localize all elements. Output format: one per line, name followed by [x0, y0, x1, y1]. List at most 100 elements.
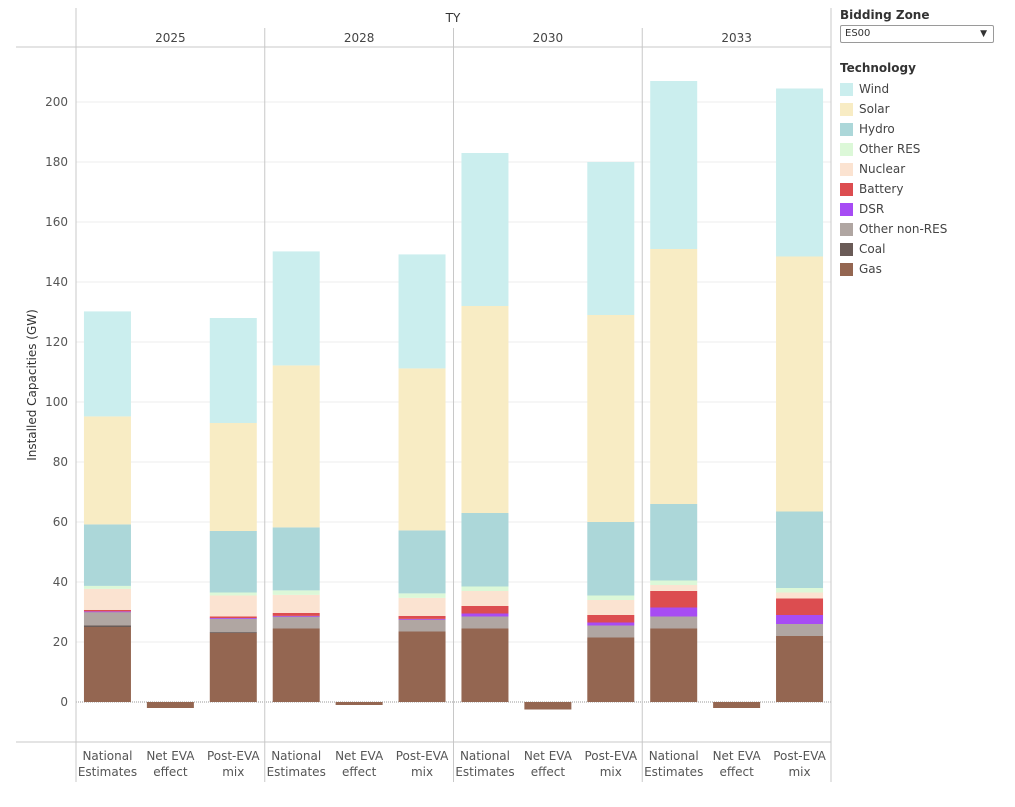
bar-nuclear-2025-post-eva-mix	[209, 595, 257, 617]
x-category-label: mix	[222, 765, 244, 779]
y-tick-label: 80	[53, 455, 68, 469]
legend-item-wind[interactable]: Wind	[840, 79, 1010, 99]
y-tick-label: 120	[45, 335, 68, 349]
bar-gas-2030-national-estimates	[461, 628, 509, 702]
bar-dsr-2025-post-eva-mix	[209, 618, 257, 619]
bar-nuclear-2028-post-eva-mix	[398, 597, 446, 616]
bar-other-res-2030-post-eva-mix	[587, 595, 635, 600]
bar-solar-2030-post-eva-mix	[587, 315, 635, 522]
legend-item-hydro[interactable]: Hydro	[840, 119, 1010, 139]
x-category-label: mix	[411, 765, 433, 779]
legend-item-battery[interactable]: Battery	[840, 179, 1010, 199]
x-category-label: Post-EVA	[584, 749, 637, 763]
bar-hydro-2025-post-eva-mix	[209, 531, 257, 593]
bar-other-res-2033-post-eva-mix	[776, 588, 824, 593]
x-category-label: Post-EVA	[396, 749, 449, 763]
x-category-label: Post-EVA	[773, 749, 826, 763]
bar-gas-2028-net-eva-effect	[335, 702, 383, 705]
bar-gas-2025-net-eva-effect	[146, 702, 194, 708]
side-panel: Bidding Zone ES00 ▼ Technology Wind Solar…	[840, 8, 1010, 279]
bar-hydro-2033-national-estimates	[650, 504, 698, 581]
legend-label: Other RES	[859, 142, 921, 156]
bar-other-res-2033-national-estimates	[650, 580, 698, 585]
bar-solar-2025-national-estimates	[83, 416, 131, 525]
facet-label-2033: 2033	[721, 31, 752, 45]
bar-dsr-2030-post-eva-mix	[587, 622, 635, 626]
stacked-bar-chart: 0 20 40 60 80 100 120 140 160 180 200 2025 National E…	[16, 8, 832, 782]
legend-item-coal[interactable]: Coal	[840, 239, 1010, 259]
bar-dsr-2030-national-estimates	[461, 613, 509, 617]
bar-hydro-2028-national-estimates	[272, 527, 320, 591]
bidding-zone-dropdown[interactable]: ES00 ▼	[840, 25, 994, 43]
bar-solar-2033-national-estimates	[650, 249, 698, 504]
bar-hydro-2033-post-eva-mix	[776, 511, 824, 588]
x-category-label: Net EVA	[713, 749, 762, 763]
bar-other-res-2028-post-eva-mix	[398, 593, 446, 598]
bar-gas-2033-post-eva-mix	[776, 636, 824, 702]
legend-swatch	[840, 242, 853, 256]
x-category-label: National	[271, 749, 321, 763]
legend-label: Battery	[859, 182, 904, 196]
bar-battery-2030-national-estimates	[461, 606, 509, 614]
legend-item-dsr[interactable]: DSR	[840, 199, 1010, 219]
x-category-label: Estimates	[78, 765, 137, 779]
bar-solar-2033-post-eva-mix	[776, 256, 824, 512]
legend-swatch	[840, 102, 853, 116]
y-tick-label: 60	[53, 515, 68, 529]
x-category-label: Net EVA	[335, 749, 384, 763]
bar-other-non-res-2033-national-estimates	[650, 616, 698, 629]
x-category-label: mix	[788, 765, 810, 779]
bar-other-non-res-2028-post-eva-mix	[398, 619, 446, 632]
legend-item-other-non-res[interactable]: Other non-RES	[840, 219, 1010, 239]
legend-swatch	[840, 162, 853, 176]
legend-item-solar[interactable]: Solar	[840, 99, 1010, 119]
x-category-label: Estimates	[455, 765, 514, 779]
bidding-zone-value: ES00	[845, 28, 871, 39]
bar-solar-2030-national-estimates	[461, 306, 509, 513]
x-category-label: effect	[153, 765, 188, 779]
y-tick-label: 200	[45, 95, 68, 109]
bar-battery-2033-post-eva-mix	[776, 598, 824, 615]
x-category-label: National	[82, 749, 132, 763]
y-tick-label: 160	[45, 215, 68, 229]
legend-item-gas[interactable]: Gas	[840, 259, 1010, 279]
x-category-label: effect	[531, 765, 566, 779]
facet-frame	[16, 8, 832, 782]
legend-title: Technology	[840, 61, 916, 75]
legend-label: Nuclear	[859, 162, 906, 176]
x-category-label: National	[460, 749, 510, 763]
y-tick-label: 140	[45, 275, 68, 289]
bidding-zone-label: Bidding Zone	[840, 8, 930, 22]
bar-wind-2033-post-eva-mix	[776, 88, 824, 257]
legend-item-other-res[interactable]: Other RES	[840, 139, 1010, 159]
legend-swatch	[840, 222, 853, 236]
bar-wind-2030-national-estimates	[461, 153, 509, 306]
x-category-label: Net EVA	[524, 749, 573, 763]
bar-nuclear-2033-post-eva-mix	[776, 592, 824, 599]
legend-label: Coal	[859, 242, 886, 256]
bar-hydro-2030-post-eva-mix	[587, 522, 635, 596]
y-axis-title: Installed Capacities (GW)	[25, 309, 39, 461]
bar-other-non-res-2028-national-estimates	[272, 616, 320, 629]
bar-wind-2025-post-eva-mix	[209, 318, 257, 423]
y-tick-label: 20	[53, 635, 68, 649]
bar-nuclear-2025-national-estimates	[83, 588, 131, 610]
bar-battery-2028-national-estimates	[272, 612, 320, 616]
bar-other-res-2025-national-estimates	[83, 585, 131, 589]
x-category-label: National	[649, 749, 699, 763]
facet-label-2028: 2028	[344, 31, 375, 45]
legend-swatch	[840, 142, 853, 156]
legend-swatch	[840, 122, 853, 136]
bar-solar-2028-national-estimates	[272, 365, 320, 528]
x-category-label: mix	[600, 765, 622, 779]
legend-item-nuclear[interactable]: Nuclear	[840, 159, 1010, 179]
bar-coal-2025-national-estimates	[83, 625, 131, 627]
bar-gas-2028-national-estimates	[272, 628, 320, 702]
bar-solar-2025-post-eva-mix	[209, 423, 257, 531]
chevron-down-icon[interactable]: ▼	[980, 29, 987, 39]
legend-label: Gas	[859, 262, 882, 276]
bar-coal-2025-post-eva-mix	[209, 632, 257, 633]
x-category-label: effect	[719, 765, 754, 779]
bar-other-non-res-2033-post-eva-mix	[776, 624, 824, 636]
y-tick-label: 100	[45, 395, 68, 409]
